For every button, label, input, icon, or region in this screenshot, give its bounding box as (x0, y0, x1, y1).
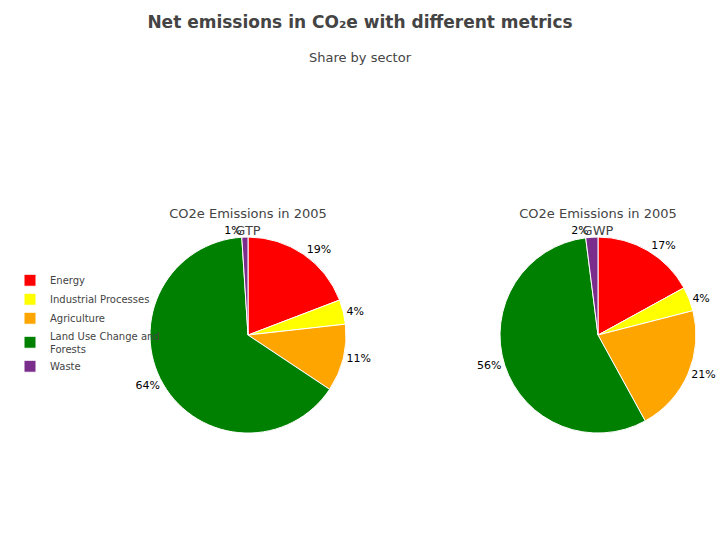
svg-text:Waste: Waste (50, 361, 81, 372)
svg-text:19%: 19% (307, 243, 331, 256)
svg-text:21%: 21% (691, 368, 715, 381)
svg-text:56%: 56% (477, 359, 501, 372)
svg-text:Share by sector: Share by sector (309, 50, 412, 65)
svg-text:1%: 1% (224, 224, 241, 237)
svg-text:Land Use Change andForests: Land Use Change andForests (50, 331, 160, 355)
svg-text:Industrial Processes: Industrial Processes (50, 294, 149, 305)
svg-text:11%: 11% (346, 352, 370, 365)
svg-text:4%: 4% (692, 292, 709, 305)
svg-text:Agriculture: Agriculture (50, 313, 105, 324)
svg-text:17%: 17% (651, 239, 675, 252)
svg-text:CO2e Emissions in 2005GWP: CO2e Emissions in 2005GWP (519, 206, 677, 238)
svg-text:2%: 2% (571, 224, 588, 237)
svg-text:Energy: Energy (50, 275, 85, 286)
svg-text:64%: 64% (135, 379, 159, 392)
svg-text:CO2e Emissions in 2005GTP: CO2e Emissions in 2005GTP (169, 206, 327, 238)
svg-text:Net emissions in CO₂e with dif: Net emissions in CO₂e with different met… (147, 12, 572, 32)
svg-text:4%: 4% (346, 305, 363, 318)
